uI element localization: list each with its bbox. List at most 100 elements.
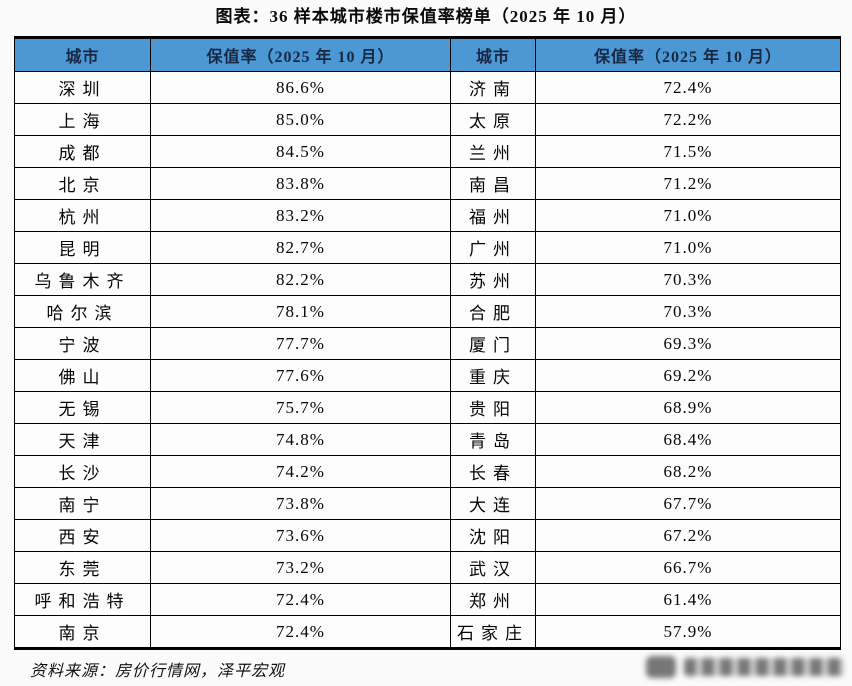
table-row: 天津 74.8% 青岛 68.4% (14, 423, 841, 456)
table-row: 上海 85.0% 太原 72.2% (14, 103, 841, 136)
rate-cell: 82.2% (150, 263, 451, 296)
watermark-bar (684, 658, 844, 676)
rate-cell: 71.5% (535, 135, 841, 168)
rate-cell: 67.7% (535, 487, 841, 520)
city-cell: 深圳 (14, 71, 151, 104)
city-cell: 上海 (14, 103, 151, 136)
rate-cell: 69.3% (535, 327, 841, 360)
city-cell: 乌鲁木齐 (14, 263, 151, 296)
city-cell: 无锡 (14, 391, 151, 424)
rate-cell: 85.0% (150, 103, 451, 136)
rate-cell: 66.7% (535, 551, 841, 584)
table-row: 东莞 73.2% 武汉 66.7% (14, 551, 841, 584)
city-cell: 长春 (450, 455, 536, 488)
rate-cell: 69.2% (535, 359, 841, 392)
city-cell: 哈尔滨 (14, 295, 151, 328)
rate-cell: 74.8% (150, 423, 451, 456)
rate-cell: 71.2% (535, 167, 841, 200)
watermark-blur (646, 652, 846, 680)
city-cell: 佛山 (14, 359, 151, 392)
city-cell: 杭州 (14, 199, 151, 232)
rate-cell: 73.6% (150, 519, 451, 552)
table-row: 乌鲁木齐 82.2% 苏州 70.3% (14, 263, 841, 296)
rate-cell: 82.7% (150, 231, 451, 264)
table-row: 昆明 82.7% 广州 71.0% (14, 231, 841, 264)
column-header-rate-left: 保值率（2025 年 10 月） (150, 37, 451, 72)
rate-cell: 68.2% (535, 455, 841, 488)
rate-cell: 72.4% (535, 71, 841, 104)
column-header-city-right: 城市 (450, 37, 536, 72)
rate-cell: 68.4% (535, 423, 841, 456)
rate-cell: 84.5% (150, 135, 451, 168)
city-cell: 苏州 (450, 263, 536, 296)
city-cell: 西安 (14, 519, 151, 552)
table-body: 深圳 86.6% 济南 72.4% 上海 85.0% 太原 72.2% 成都 84.5% 兰州 71.… (14, 71, 841, 649)
rate-cell: 67.2% (535, 519, 841, 552)
column-header-city-left: 城市 (14, 37, 151, 72)
rate-cell: 83.2% (150, 199, 451, 232)
city-cell: 东莞 (14, 551, 151, 584)
city-cell: 呼和浩特 (14, 583, 151, 616)
rate-cell: 71.0% (535, 231, 841, 264)
page-title: 图表：36 样本城市楼市保值率榜单（2025 年 10 月） (215, 7, 637, 26)
table-row: 呼和浩特 72.4% 郑州 61.4% (14, 583, 841, 616)
table-row: 长沙 74.2% 长春 68.2% (14, 455, 841, 488)
city-cell: 天津 (14, 423, 151, 456)
city-cell: 长沙 (14, 455, 151, 488)
city-cell: 南宁 (14, 487, 151, 520)
rate-cell: 77.7% (150, 327, 451, 360)
city-cell: 兰州 (450, 135, 536, 168)
watermark-blob (646, 656, 676, 678)
rate-cell: 70.3% (535, 295, 841, 328)
rate-cell: 73.2% (150, 551, 451, 584)
city-cell: 太原 (450, 103, 536, 136)
table-row: 深圳 86.6% 济南 72.4% (14, 71, 841, 104)
column-header-rate-right: 保值率（2025 年 10 月） (535, 37, 841, 72)
table-row: 宁波 77.7% 厦门 69.3% (14, 327, 841, 360)
source-note: 资料来源：房价行情网，泽平宏观 (30, 663, 286, 680)
city-cell: 沈阳 (450, 519, 536, 552)
city-cell: 南昌 (450, 167, 536, 200)
rate-cell: 57.9% (535, 615, 841, 649)
city-cell: 宁波 (14, 327, 151, 360)
rate-cell: 75.7% (150, 391, 451, 424)
rate-cell: 86.6% (150, 71, 451, 104)
table-row: 南京 72.4% 石家庄 57.9% (14, 615, 841, 649)
city-cell: 合肥 (450, 295, 536, 328)
city-cell: 厦门 (450, 327, 536, 360)
city-cell: 南京 (14, 615, 151, 649)
rate-cell: 72.4% (150, 615, 451, 649)
table-row: 哈尔滨 78.1% 合肥 70.3% (14, 295, 841, 328)
rate-cell: 73.8% (150, 487, 451, 520)
rate-cell: 68.9% (535, 391, 841, 424)
table-row: 成都 84.5% 兰州 71.5% (14, 135, 841, 168)
city-cell: 武汉 (450, 551, 536, 584)
city-cell: 广州 (450, 231, 536, 264)
city-cell: 重庆 (450, 359, 536, 392)
city-cell: 郑州 (450, 583, 536, 616)
rate-cell: 77.6% (150, 359, 451, 392)
table-row: 杭州 83.2% 福州 71.0% (14, 199, 841, 232)
rate-cell: 61.4% (535, 583, 841, 616)
city-cell: 成都 (14, 135, 151, 168)
city-cell: 济南 (450, 71, 536, 104)
table-row: 南宁 73.8% 大连 67.7% (14, 487, 841, 520)
rate-cell: 71.0% (535, 199, 841, 232)
rate-cell: 74.2% (150, 455, 451, 488)
city-cell: 福州 (450, 199, 536, 232)
city-cell: 北京 (14, 167, 151, 200)
city-cell: 石家庄 (450, 615, 536, 649)
rate-cell: 72.2% (535, 103, 841, 136)
table-row: 北京 83.8% 南昌 71.2% (14, 167, 841, 200)
rate-cell: 78.1% (150, 295, 451, 328)
rate-cell: 72.4% (150, 583, 451, 616)
table-row: 佛山 77.6% 重庆 69.2% (14, 359, 841, 392)
rate-cell: 70.3% (535, 263, 841, 296)
city-cell: 昆明 (14, 231, 151, 264)
table-header-row: 城市 保值率（2025 年 10 月） 城市 保值率（2025 年 10 月） (14, 37, 841, 72)
city-cell: 青岛 (450, 423, 536, 456)
city-cell: 大连 (450, 487, 536, 520)
table-row: 西安 73.6% 沈阳 67.2% (14, 519, 841, 552)
ranking-table: 城市 保值率（2025 年 10 月） 城市 保值率（2025 年 10 月） … (14, 36, 841, 650)
table-row: 无锡 75.7% 贵阳 68.9% (14, 391, 841, 424)
